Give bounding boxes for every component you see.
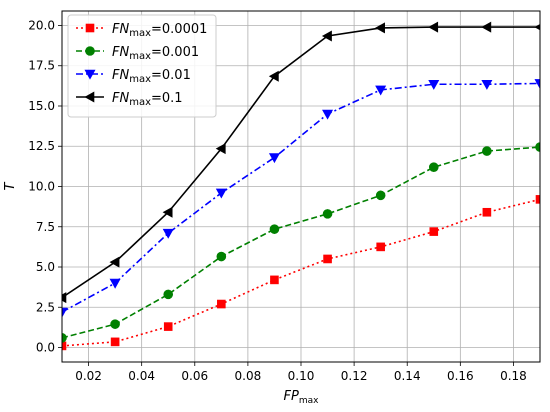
y-axis-label: T: [3, 181, 18, 190]
y-tick-label: 2.5: [36, 300, 55, 314]
legend-label-value: =0.001: [151, 45, 199, 60]
data-point: [217, 299, 226, 309]
data-point: [62, 307, 68, 318]
data-point: [482, 146, 492, 156]
legend-label-value: =0.0001: [151, 22, 207, 37]
data-point: [62, 333, 67, 343]
x-tick-label: 0.04: [128, 369, 155, 383]
grid-lines: [62, 11, 540, 362]
x-tick-label: 0.18: [500, 369, 527, 383]
data-point: [376, 242, 385, 252]
data-point: [270, 275, 279, 285]
legend-label-value: =0.01: [151, 68, 191, 83]
x-axis-label: FPmax: [284, 389, 320, 406]
data-point: [268, 70, 279, 82]
legend-label-sub: max: [129, 28, 151, 39]
legend-marker: [85, 46, 95, 56]
legend-label-sub: max: [129, 74, 151, 85]
y-tick-label: 7.5: [36, 220, 55, 234]
legend-item: FNmax=0.0001: [76, 22, 207, 39]
axis-ticks: 0.02 0.04 0.06 0.08 0.10 0.12 0.14 0.16 0.18 0.0 2…: [28, 18, 527, 383]
legend-item: FNmax=0.01: [76, 68, 191, 85]
data-point: [269, 224, 280, 234]
series-line: [62, 82, 540, 313]
legend-marker: [84, 69, 96, 80]
data-point: [216, 251, 227, 262]
data-point: [162, 228, 174, 239]
series-line: [62, 146, 540, 339]
legend-item: FNmax=0.001: [76, 45, 199, 62]
series-2: [62, 79, 540, 318]
series-layer: [62, 21, 540, 351]
data-point: [428, 21, 439, 33]
legend-label-main: FN: [112, 68, 129, 83]
legend-label-main: FN: [112, 22, 129, 37]
data-point: [321, 30, 332, 42]
y-tick-label: 15.0: [28, 99, 55, 113]
legend-label-main: FN: [112, 91, 129, 106]
legend-label: FNmax=0.0001: [112, 22, 207, 39]
legend-marker: [85, 23, 95, 33]
y-tick-label: 0.0: [36, 341, 55, 355]
data-point: [535, 195, 540, 204]
data-point: [163, 289, 174, 300]
data-point: [534, 79, 540, 90]
data-point: [323, 254, 332, 264]
data-point: [162, 206, 173, 218]
data-point: [375, 190, 386, 201]
series-0: [62, 195, 540, 351]
data-point: [62, 341, 67, 351]
data-point: [428, 79, 440, 90]
legend: FNmax=0.0001FNmax=0.001FNmax=0.01FNmax=0…: [67, 14, 217, 118]
series-3: [62, 21, 540, 304]
data-point: [215, 143, 226, 155]
data-point: [109, 256, 120, 268]
data-point: [375, 85, 387, 96]
legend-label: FNmax=0.001: [112, 45, 199, 62]
data-point: [268, 153, 280, 164]
data-point: [110, 319, 120, 329]
data-point: [110, 337, 120, 347]
legend-marker: [84, 91, 95, 103]
series-1: [62, 142, 540, 343]
x-tick-label: 0.02: [75, 369, 102, 383]
legend-label-main: FN: [112, 45, 129, 60]
legend-label: FNmax=0.1: [112, 91, 183, 108]
data-point: [535, 142, 540, 152]
y-tick-label: 17.5: [28, 59, 55, 73]
data-point: [482, 207, 492, 217]
series-line: [62, 26, 540, 299]
x-tick-label: 0.14: [394, 369, 421, 383]
legend-label-sub: max: [129, 51, 151, 62]
legend-label-value: =0.1: [151, 91, 183, 106]
y-tick-label: 5.0: [36, 260, 55, 274]
x-tick-label: 0.10: [288, 369, 315, 383]
data-point: [429, 227, 439, 236]
x-tick-label: 0.08: [235, 369, 262, 383]
y-tick-label: 10.0: [28, 180, 55, 194]
y-tick-label: 12.5: [28, 139, 55, 153]
data-point: [322, 109, 334, 120]
data-point: [481, 79, 493, 90]
data-point: [62, 292, 67, 304]
x-axis-label-sub: max: [299, 396, 319, 406]
data-point: [481, 21, 492, 33]
data-point: [428, 162, 439, 172]
x-axis-label-main: FP: [284, 389, 299, 404]
legend-item: FNmax=0.1: [76, 91, 183, 108]
x-tick-label: 0.06: [181, 369, 208, 383]
data-point: [109, 278, 121, 289]
data-point: [215, 188, 227, 199]
data-point: [375, 22, 385, 34]
legend-label-sub: max: [129, 97, 151, 108]
x-tick-label: 0.16: [447, 369, 474, 383]
data-point: [163, 322, 173, 331]
data-point: [322, 209, 333, 219]
y-tick-label: 20.0: [28, 18, 55, 32]
legend-label: FNmax=0.01: [112, 68, 191, 85]
series-line: [62, 198, 540, 347]
legend-box: [67, 14, 217, 118]
x-tick-label: 0.12: [341, 369, 368, 383]
